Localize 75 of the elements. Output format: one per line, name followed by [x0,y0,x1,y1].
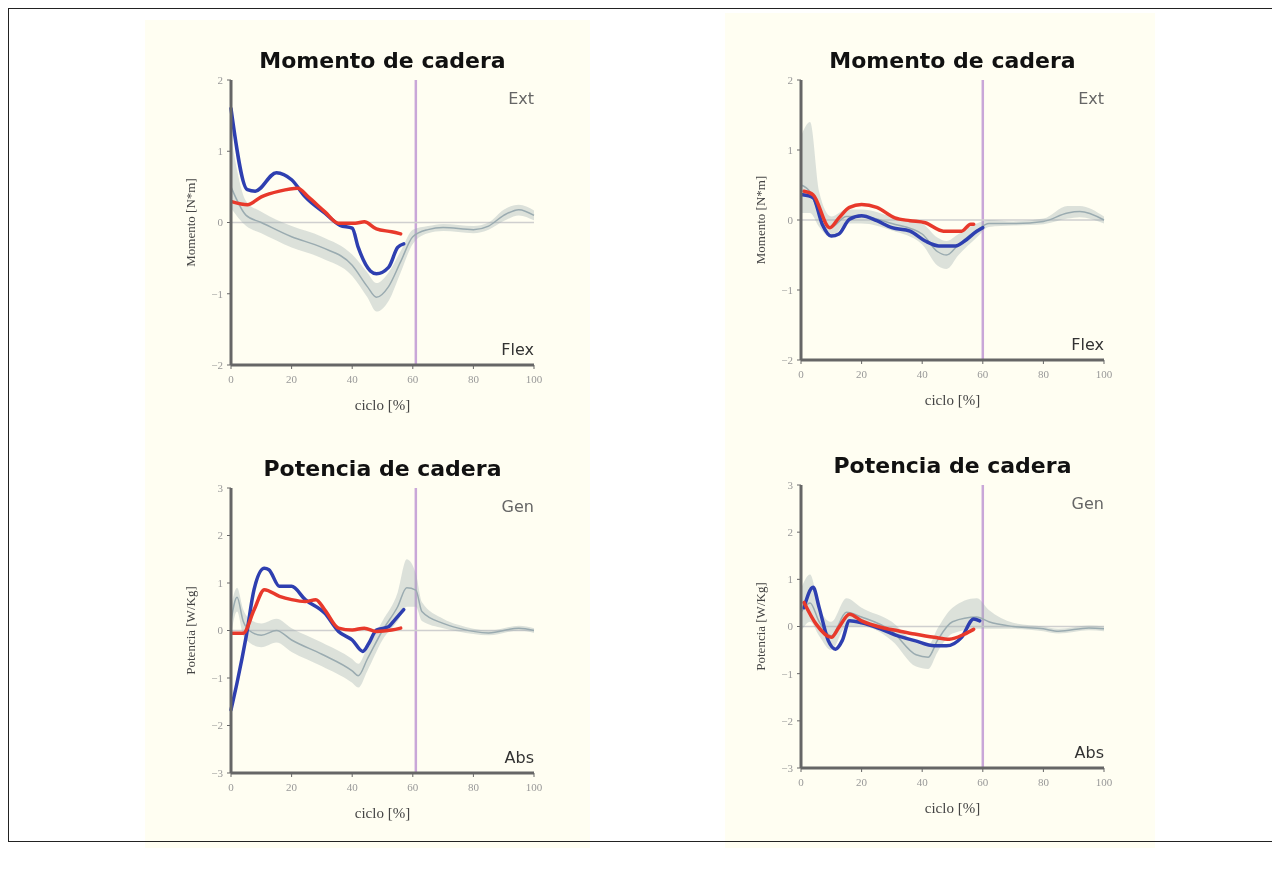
y-tick-label: −1 [211,671,223,684]
x-tick-label: 80 [467,373,480,385]
x-tick-label: 80 [1037,368,1050,380]
y-tick-label: 0 [787,213,794,226]
x-tick-label: 20 [856,368,868,380]
x-tick-label: 20 [286,781,298,793]
annotation: Abs [504,748,534,767]
x-tick-label: 40 [346,373,359,385]
y-tick-label: 3 [787,478,794,491]
y-axis-title: Momento [N*m] [183,178,198,267]
x-tick-label: 0 [228,781,235,793]
x-axis-title: ciclo [%] [924,800,981,816]
line-series [802,600,976,641]
y-tick-label: −1 [211,287,223,300]
chart-title: Potencia de cadera [833,453,1072,478]
x-tick-label: 40 [346,781,359,793]
chart-title: Momento de cadera [829,48,1076,73]
y-tick-label: −3 [211,766,224,779]
y-tick-label: −2 [781,714,793,727]
y-tick-label: −2 [211,358,223,371]
x-tick-label: 100 [1095,368,1113,380]
x-axis-title: ciclo [%] [924,392,981,408]
y-tick-label: 0 [217,216,224,229]
x-axis-title: ciclo [%] [354,805,411,821]
line-series [230,186,403,236]
y-tick-label: 1 [217,145,223,158]
x-tick-label: 0 [798,776,805,788]
y-tick-label: 3 [217,481,224,494]
line-series [800,193,985,248]
annotation: Ext [508,89,534,108]
x-tick-label: 60 [407,373,419,385]
x-tick-label: 0 [798,368,805,380]
x-tick-label: 80 [1037,776,1050,788]
y-tick-label: 2 [217,73,223,86]
annotation: Abs [1074,743,1104,762]
annotation: Ext [1078,89,1104,108]
annotation: Flex [1071,335,1104,354]
y-tick-label: −3 [781,761,794,774]
line-series [230,587,403,636]
chart-title: Potencia de cadera [263,456,502,481]
x-tick-label: 20 [856,776,868,788]
y-tick-label: 1 [787,573,793,586]
annotation: Gen [1071,494,1104,513]
line-series [230,587,535,677]
x-tick-label: 60 [977,368,989,380]
y-tick-label: 2 [217,529,223,542]
x-tick-label: 40 [916,368,929,380]
x-tick-label: 0 [228,373,235,385]
y-tick-label: −1 [781,667,793,680]
annotation: Gen [501,497,534,516]
y-tick-label: 1 [217,576,223,589]
chart-title: Momento de cadera [259,48,506,73]
x-axis-title: ciclo [%] [354,397,411,413]
x-tick-label: 60 [407,781,419,793]
y-axis-title: Momento [N*m] [753,175,768,265]
line-series [802,189,976,233]
x-tick-label: 80 [467,781,480,793]
y-axis-title: Potencia [W/Kg] [753,582,768,671]
y-tick-label: 1 [787,143,793,156]
y-tick-label: 2 [787,73,793,86]
line-series [800,602,1105,658]
x-tick-label: 100 [1095,776,1113,788]
x-tick-label: 40 [916,776,929,788]
x-tick-label: 100 [525,373,543,385]
annotation: Flex [501,340,534,359]
y-axis-title: Potencia [W/Kg] [183,586,198,675]
y-tick-label: −2 [211,719,223,732]
y-tick-label: −1 [781,283,793,296]
y-tick-label: 0 [217,624,224,637]
x-tick-label: 100 [525,781,543,793]
x-tick-label: 60 [977,776,989,788]
y-tick-label: −2 [781,353,793,366]
y-tick-label: 2 [787,526,793,539]
x-tick-label: 20 [286,373,298,385]
y-tick-label: 0 [787,620,794,633]
